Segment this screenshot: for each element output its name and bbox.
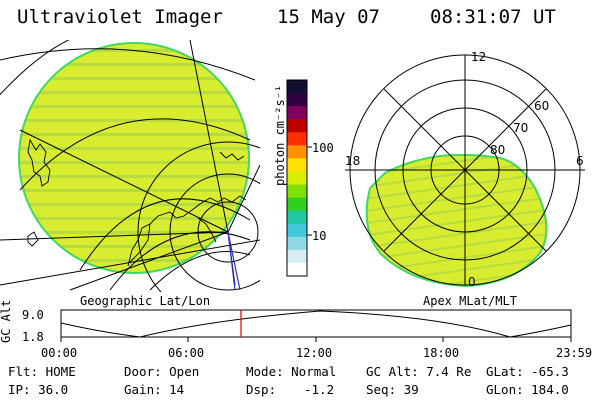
colorbar-band bbox=[287, 145, 307, 159]
flight-status: Flt: HOME bbox=[8, 364, 76, 379]
colorbar-band bbox=[287, 132, 307, 146]
apex-caption: Apex MLat/MLT bbox=[423, 294, 517, 308]
colorbar-band bbox=[287, 236, 307, 251]
colorbar-band bbox=[287, 249, 307, 264]
colorbar-band bbox=[287, 223, 307, 238]
gc-altitude: GC Alt: 7.4 Re bbox=[366, 364, 472, 379]
time-tick-1200: 12:00 bbox=[296, 346, 333, 360]
mlat-label-60: 60 bbox=[534, 99, 549, 113]
mlt-label-12: 12 bbox=[471, 50, 486, 64]
mlt-label-18: 18 bbox=[345, 154, 360, 168]
dsp-value: -1.2 bbox=[304, 382, 335, 397]
time-tick-1800: 18:00 bbox=[423, 346, 460, 360]
geographic-latitude: GLat: -65.3 bbox=[486, 364, 569, 379]
mlt-label-6: 6 bbox=[576, 154, 584, 168]
mlat-label-70: 70 bbox=[513, 121, 528, 135]
colorbar bbox=[286, 79, 312, 277]
ip-value: IP: 36.0 bbox=[8, 382, 69, 397]
geographic-longitude: GLon: 184.0 bbox=[486, 382, 569, 397]
colorbar-band bbox=[287, 171, 307, 186]
altitude-plot bbox=[60, 309, 572, 342]
colorbar-band bbox=[287, 119, 307, 133]
colorbar-band bbox=[287, 158, 307, 172]
aurora-image-geographic bbox=[18, 42, 250, 274]
colorbar-band bbox=[287, 106, 307, 120]
altitude-ylabel: GC Alt bbox=[0, 299, 13, 343]
mlat-label-80: 80 bbox=[490, 143, 505, 157]
colorbar-band bbox=[287, 262, 307, 277]
coastline bbox=[27, 138, 247, 267]
geographic-caption: Geographic Lat/Lon bbox=[80, 294, 211, 308]
colorbar-band bbox=[287, 80, 307, 94]
time-tick-0000: 00:00 bbox=[41, 346, 78, 360]
aurora-image-polar bbox=[365, 153, 548, 288]
mlt-label-0: 0 bbox=[468, 275, 476, 289]
colorbar-tick-10: 10 bbox=[312, 229, 327, 243]
altitude-curve bbox=[60, 310, 572, 338]
instrument-title: Ultraviolet Imager bbox=[17, 6, 223, 28]
geographic-map bbox=[0, 40, 260, 292]
polar-mlt-plot: 12 18 6 0 60 70 80 bbox=[345, 50, 585, 289]
time-tick-2359: 23:59 bbox=[556, 346, 593, 360]
sequence-number: Seq: 39 bbox=[366, 382, 419, 397]
colorbar-unit-label: photon cm⁻²s⁻¹ bbox=[273, 84, 287, 186]
dsp-label: Dsp: bbox=[246, 382, 277, 397]
colorbar-band bbox=[287, 197, 307, 212]
altitude-ytick-top: 9.0 bbox=[22, 308, 44, 322]
colorbar-tick-100: 100 bbox=[312, 141, 334, 155]
gain-value: Gain: 14 bbox=[124, 382, 185, 397]
door-status: Door: Open bbox=[124, 364, 200, 379]
observation-date: 15 May 07 bbox=[277, 6, 380, 28]
mode-status: Mode: Normal bbox=[246, 364, 337, 379]
colorbar-band bbox=[287, 93, 307, 107]
altitude-ytick-bottom: 1.8 bbox=[22, 330, 44, 344]
colorbar-band bbox=[287, 210, 307, 225]
time-tick-0600: 06:00 bbox=[168, 346, 205, 360]
observation-time: 08:31:07 UT bbox=[430, 6, 556, 28]
colorbar-band bbox=[287, 184, 307, 199]
